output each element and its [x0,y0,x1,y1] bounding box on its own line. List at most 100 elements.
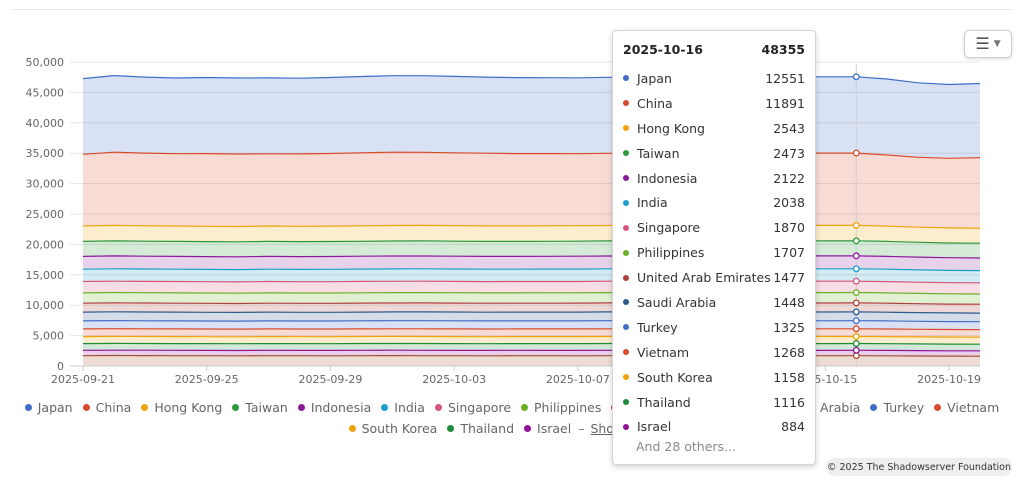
y-tick-label: 30,000 [26,178,65,191]
legend-label: Hong Kong [154,400,223,415]
y-tick-label: 5,000 [33,330,65,343]
legend-item-china[interactable]: China [82,400,132,415]
tooltip-more-text: And 28 others... [636,439,736,454]
y-tick-label: 10,000 [26,299,65,312]
series-area-others [83,355,980,366]
tooltip-dot-icon [623,324,629,331]
tooltip-row-value: 12551 [765,70,805,86]
tooltip-row: United Arab Emirates 1477 [623,265,805,290]
y-tick-label: 40,000 [26,117,65,130]
tooltip-dot-icon [623,249,629,256]
y-tick-label: 0 [57,360,64,373]
legend-label: Japan [37,400,73,415]
legend-dot-icon [521,404,529,411]
tooltip-dot-icon [623,125,629,132]
tooltip-row: Vietnam 1268 [623,340,805,365]
tooltip-row-value: 2543 [773,120,805,136]
tooltip-dot-icon [623,423,629,430]
tooltip-row-value: 2473 [773,145,805,161]
hover-point-south-korea [852,333,860,340]
hover-point-japan [852,73,860,81]
tooltip-row: Turkey 1325 [623,315,805,340]
legend-label: China [95,400,132,415]
y-tick-label: 50,000 [26,56,65,69]
legend-dot-icon [348,425,356,432]
hover-point-vietnam [852,325,860,333]
y-tick-label: 35,000 [26,147,65,160]
legend-item-indonesia[interactable]: Indonesia [297,400,371,415]
caret-down-icon: ▼ [993,38,1001,49]
legend-dot-icon [82,404,90,411]
tooltip-dot-icon [623,75,629,82]
tooltip-row-name: India [637,195,668,211]
series-line-vietnam [82,328,981,331]
tooltip-row-name: Philippines [637,245,705,261]
hover-point-israel [852,346,860,354]
legend-dot-icon [141,404,149,411]
tooltip-row-value: 884 [781,419,805,435]
legend-row-1: Japan China Hong Kong Taiwan Indonesia India S… [20,400,1004,415]
tooltip-row: India 2038 [623,190,805,215]
series-line-saudi-arabia [82,311,981,314]
y-tick-label: 25,000 [26,208,65,221]
tooltip-row-value: 11891 [765,95,805,111]
tooltip-row-value: 2038 [773,195,805,211]
series-area-japan [83,75,980,159]
tooltip-row-value: 1325 [773,319,805,335]
tooltip-dot-icon [623,349,629,356]
tooltip-row-name: Vietnam [637,344,690,360]
chart-menu-button[interactable]: ☰ ▼ [964,30,1012,58]
legend-item-india[interactable]: India [381,400,425,415]
hover-point-thailand [852,340,860,347]
hover-point-india [852,265,860,273]
tooltip-dot-icon [623,175,629,181]
y-tick-label: 15,000 [26,269,65,282]
tooltip-row: Thailand 1116 [623,390,805,415]
tooltip-total: 48355 [761,42,806,57]
legend-item-israel[interactable]: Israel [524,421,571,436]
series-line-turkey [82,319,981,323]
legend-item-thailand[interactable]: Thailand [447,421,514,436]
legend-item-south-korea[interactable]: South Korea [348,421,437,436]
credit-badge[interactable]: © 2025 The Shadowserver Foundation [826,458,1012,476]
y-tick-label: 20,000 [26,238,65,251]
legend-dot-icon [934,404,942,411]
hamburger-menu-icon: ☰ [975,34,990,53]
top-divider [10,9,1014,10]
legend-item-philippines[interactable]: Philippines [521,400,601,415]
legend-item-taiwan[interactable]: Taiwan [232,400,288,415]
x-tick-label: 2025-10-07 [546,373,610,386]
tooltip-dot-icon [623,399,629,406]
tooltip-row-name: Indonesia [637,170,698,186]
series-line-hong-kong [82,224,981,229]
legend-item-japan[interactable]: Japan [24,400,73,415]
legend-dot-icon [524,425,532,432]
tooltip-row-name: Taiwan [637,145,680,161]
hover-point-hong-kong [852,221,860,229]
series-area-china [83,152,980,229]
legend-label: Thailand [460,421,515,436]
tooltip-dot-icon [623,274,629,281]
tooltip-row: Israel 884 [623,414,805,439]
tooltip-row-name: China [637,95,673,111]
tooltip-header: 2025-10-16 48355 [623,42,805,57]
tooltip-row: Japan 12551 [623,66,805,91]
legend-item-turkey[interactable]: Turkey [870,400,924,415]
legend-item-hong-kong[interactable]: Hong Kong [141,400,222,415]
legend-dot-icon [870,404,878,411]
legend-label: Singapore [447,400,512,415]
x-tick-label: 2025-09-21 [51,373,115,386]
tooltip-dot-icon [623,299,629,306]
series-line-japan [82,74,981,86]
series-line-south-korea [82,335,981,338]
legend-label: Taiwan [245,400,288,415]
legend-label: Vietnam [947,400,1000,415]
tooltip-dot-icon [623,224,629,231]
legend-item-singapore[interactable]: Singapore [434,400,512,415]
y-tick-label: 45,000 [26,86,65,99]
legend-item-vietnam[interactable]: Vietnam [934,400,999,415]
legend-label: Israel [537,421,572,436]
hover-point-taiwan [852,237,860,245]
